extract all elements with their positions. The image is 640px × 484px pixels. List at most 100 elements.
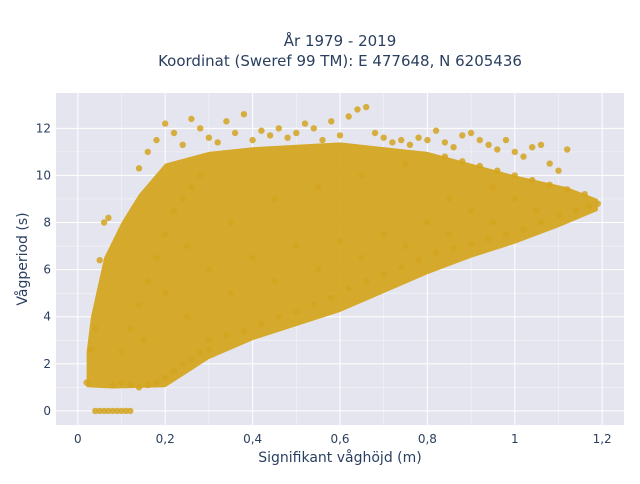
- data-point: [179, 141, 186, 148]
- data-point: [432, 127, 440, 134]
- data-point: [258, 320, 265, 327]
- data-point: [205, 266, 213, 273]
- data-point: [135, 384, 143, 391]
- data-point: [127, 407, 134, 415]
- data-point: [363, 278, 370, 285]
- y-tick-label: 4: [43, 310, 51, 324]
- data-point: [358, 254, 365, 261]
- data-point: [594, 200, 601, 207]
- data-point: [310, 301, 317, 309]
- data-point: [336, 132, 344, 139]
- data-point: [432, 249, 440, 257]
- data-point: [450, 144, 457, 151]
- data-point: [153, 379, 160, 386]
- data-point: [135, 301, 143, 309]
- data-point: [205, 346, 213, 353]
- data-point: [459, 132, 466, 139]
- data-point: [231, 129, 239, 137]
- data-point: [127, 325, 134, 332]
- data-point: [144, 278, 151, 285]
- chart-title-line-1: År 1979 - 2019: [284, 31, 397, 50]
- data-point: [205, 134, 213, 141]
- data-point: [459, 158, 466, 165]
- data-point: [266, 132, 274, 139]
- data-point: [293, 129, 300, 137]
- y-axis-title: Vågperiod (s): [14, 212, 31, 305]
- data-point: [546, 181, 553, 188]
- data-point: [446, 231, 453, 238]
- data-point: [162, 289, 169, 297]
- data-point: [118, 379, 125, 386]
- data-point: [188, 115, 195, 123]
- data-point: [533, 207, 540, 214]
- data-point: [223, 332, 230, 339]
- data-point: [520, 153, 527, 160]
- data-point: [345, 285, 352, 292]
- data-point: [240, 327, 248, 334]
- data-point: [546, 160, 553, 167]
- data-point: [275, 313, 282, 320]
- y-tick-label: 12: [36, 121, 51, 135]
- data-point: [227, 289, 234, 297]
- data-point: [336, 238, 344, 245]
- data-point: [179, 360, 186, 367]
- x-tick-label: 0,2: [156, 432, 175, 446]
- data-point: [494, 167, 501, 174]
- data-point: [511, 172, 518, 179]
- data-point: [92, 407, 99, 415]
- data-point: [205, 337, 213, 344]
- data-point: [502, 231, 510, 238]
- data-point: [249, 136, 256, 144]
- x-tick-label: 0,6: [330, 432, 349, 446]
- data-point: [441, 153, 449, 160]
- data-point: [301, 120, 309, 127]
- data-point: [96, 407, 103, 415]
- data-point: [572, 207, 580, 214]
- x-tick-label: 0,8: [418, 432, 437, 446]
- data-point: [96, 257, 103, 264]
- data-point: [585, 202, 593, 210]
- data-point: [380, 134, 387, 141]
- data-point: [223, 118, 230, 125]
- data-point: [555, 212, 562, 219]
- x-tick-label: 1: [511, 432, 519, 446]
- data-point: [162, 120, 169, 127]
- data-point: [144, 148, 151, 156]
- data-point: [450, 245, 457, 252]
- point-cloud: [86, 142, 598, 389]
- data-point: [380, 271, 387, 278]
- data-point: [467, 129, 475, 137]
- data-point: [489, 184, 497, 191]
- data-point: [162, 231, 169, 238]
- x-tick-label: 1,2: [593, 432, 612, 446]
- data-point: [127, 381, 134, 389]
- data-point: [105, 407, 112, 415]
- data-point: [529, 176, 536, 184]
- data-point: [415, 134, 422, 141]
- data-point: [170, 207, 178, 214]
- data-point: [354, 106, 361, 113]
- data-point: [328, 118, 335, 125]
- data-point: [315, 266, 322, 273]
- data-point: [537, 219, 545, 226]
- data-point: [162, 374, 169, 382]
- data-point: [310, 125, 317, 132]
- data-point: [271, 195, 278, 203]
- data-point: [398, 136, 405, 144]
- data-point: [494, 146, 501, 153]
- data-point: [581, 191, 588, 198]
- data-point: [424, 136, 431, 144]
- data-point: [319, 136, 326, 144]
- data-point: [144, 381, 151, 389]
- data-point: [564, 186, 571, 193]
- data-point: [275, 125, 282, 132]
- data-point: [402, 242, 409, 250]
- data-point: [363, 103, 370, 111]
- data-point: [476, 162, 483, 170]
- data-point: [188, 355, 195, 363]
- data-point: [153, 254, 160, 261]
- data-point: [555, 167, 562, 174]
- y-tick-label: 6: [43, 263, 51, 277]
